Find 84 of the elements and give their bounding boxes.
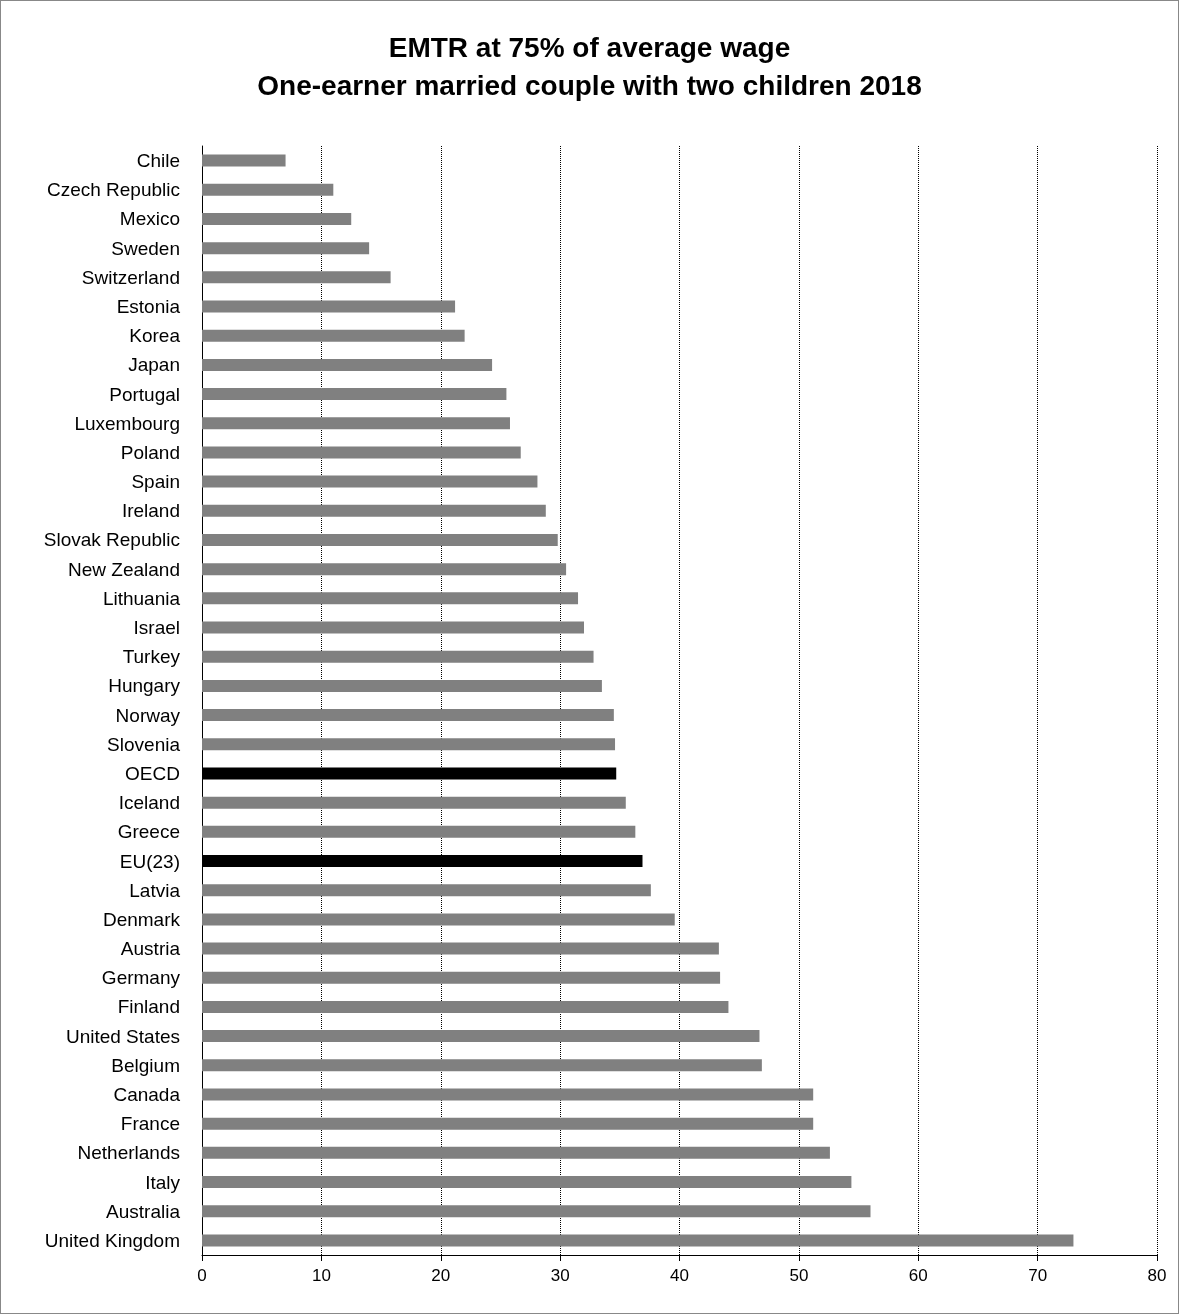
chart-title: EMTR at 75% of average wage One-earner married couple with two children 2018 (257, 31, 922, 101)
bar (202, 1205, 871, 1218)
y-tick-label: Slovak Republic (43, 529, 180, 551)
x-tick-label: 10 (311, 1266, 331, 1285)
y-tick-label: Germany (101, 967, 181, 989)
bar (202, 1234, 1074, 1247)
bar (202, 563, 567, 576)
y-tick-label: United Kingdom (44, 1229, 180, 1251)
y-tick-label: Estonia (116, 296, 181, 318)
y-tick-label: United States (65, 1025, 180, 1047)
bar (202, 154, 286, 167)
y-tick-label: Netherlands (77, 1142, 180, 1164)
y-tick-label: Finland (117, 996, 180, 1018)
bar (202, 942, 719, 955)
x-tick-label: 80 (1147, 1266, 1167, 1285)
bar (202, 212, 352, 225)
bar (202, 738, 616, 751)
y-tick-label: Italy (145, 1171, 181, 1193)
y-tick-label: EU(23) (119, 850, 180, 872)
y-tick-label: Portugal (109, 383, 180, 405)
y-tick-label: Ireland (121, 500, 180, 522)
x-tick-label: 60 (908, 1266, 928, 1285)
bar (202, 533, 558, 546)
y-tick-label: Sweden (111, 237, 180, 259)
bar (202, 1088, 814, 1101)
y-tick-label: Chile (136, 150, 180, 172)
bar (202, 913, 675, 926)
y-tick-label: Slovenia (107, 733, 181, 755)
y-tick-label: Poland (120, 441, 180, 463)
y-tick-label: Latvia (129, 879, 181, 901)
bar (202, 329, 465, 342)
x-tick-label: 70 (1028, 1266, 1048, 1285)
y-tick-label: OECD (125, 762, 180, 784)
x-tick-label: 50 (789, 1266, 809, 1285)
x-tick-label: 40 (670, 1266, 689, 1285)
y-tick-label: Japan (128, 354, 180, 376)
y-tick-label: Canada (113, 1083, 181, 1105)
bar (202, 825, 636, 838)
bar (202, 796, 626, 809)
y-tick-label: Iceland (118, 792, 180, 814)
bar (202, 971, 721, 984)
bar (202, 271, 391, 284)
y-tick-label: Norway (115, 704, 181, 726)
bar (202, 475, 538, 488)
y-tick-label: Lithuania (102, 587, 181, 609)
bar (202, 1030, 760, 1043)
bar (202, 504, 546, 517)
y-tick-label: Denmark (102, 908, 181, 930)
bar (202, 679, 602, 692)
x-tick-label: 0 (197, 1266, 207, 1285)
bar (202, 1146, 830, 1159)
y-tick-label: New Zealand (68, 558, 180, 580)
bar (202, 1059, 762, 1072)
bar (202, 183, 334, 196)
bar (202, 709, 614, 722)
bar (202, 592, 579, 605)
y-tick-label: Israel (133, 617, 180, 639)
bar (202, 417, 510, 430)
bar (202, 1176, 852, 1189)
y-tick-label: Belgium (111, 1054, 180, 1076)
bar (202, 884, 651, 897)
bar (202, 300, 456, 313)
y-tick-label: Hungary (108, 675, 181, 697)
y-tick-label: France (120, 1113, 180, 1135)
bar (202, 388, 507, 401)
bar (202, 358, 493, 371)
bar (202, 650, 594, 663)
x-tick-label: 20 (431, 1266, 451, 1285)
bar (202, 446, 521, 459)
y-tick-label: Mexico (119, 208, 180, 230)
y-tick-label: Korea (129, 325, 181, 347)
bar (202, 1117, 814, 1130)
y-tick-label: Austria (120, 938, 181, 960)
bar (202, 242, 370, 255)
bar (202, 621, 584, 634)
y-tick-label: Spain (131, 471, 180, 493)
y-tick-label: Australia (106, 1200, 181, 1222)
y-tick-label: Greece (117, 821, 180, 843)
bar (202, 1000, 729, 1013)
x-tick-label: 30 (550, 1266, 570, 1285)
y-tick-label: Switzerland (81, 266, 180, 288)
y-tick-label: Turkey (122, 646, 181, 668)
y-tick-label: Luxembourg (74, 412, 180, 434)
y-tick-label: Czech Republic (46, 179, 180, 201)
